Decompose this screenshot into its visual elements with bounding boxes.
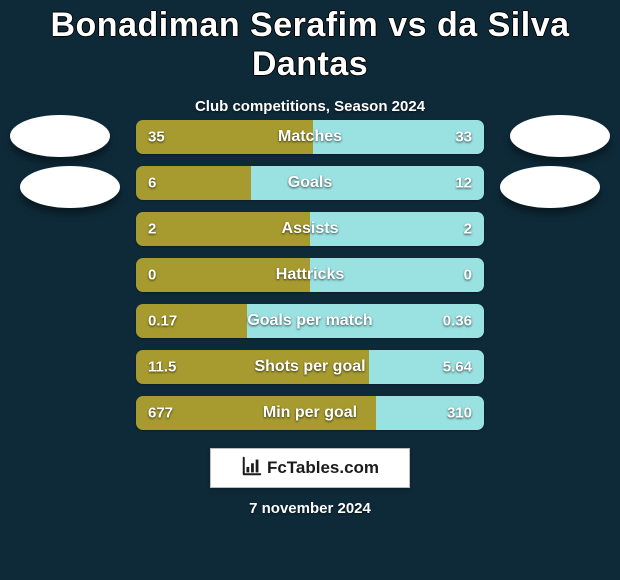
stat-left-value: 677 xyxy=(148,405,173,422)
stat-label: Goals per match xyxy=(247,312,372,330)
player-avatar-right-2 xyxy=(500,166,600,208)
stat-right-value: 310 xyxy=(447,405,472,422)
stat-left-value: 0 xyxy=(148,267,156,284)
stat-right-value: 0.36 xyxy=(443,313,472,330)
player-avatar-right-1 xyxy=(510,115,610,157)
stat-left-value: 11.5 xyxy=(148,359,176,376)
stat-row: 0 0 Hattricks xyxy=(136,258,484,292)
stat-left-value: 35 xyxy=(148,129,165,146)
stat-label: Goals xyxy=(288,174,332,192)
stat-row: 11.5 5.64 Shots per goal xyxy=(136,350,484,384)
fctables-logo: FcTables.com xyxy=(210,448,410,488)
stat-left-value: 2 xyxy=(148,221,156,238)
stat-row: 0.17 0.36 Goals per match xyxy=(136,304,484,338)
chart-icon xyxy=(241,455,263,482)
stat-right-value: 12 xyxy=(455,175,472,192)
stat-right-value: 2 xyxy=(464,221,472,238)
stat-right-value: 0 xyxy=(464,267,472,284)
stat-right-fill xyxy=(251,166,484,200)
footer-date: 7 november 2024 xyxy=(249,500,371,517)
stats-bars: 3533Matches612Goals22Assists00Hattricks0… xyxy=(136,120,484,442)
stat-label: Shots per goal xyxy=(254,358,365,376)
stat-row: 35 33 Matches xyxy=(136,120,484,154)
stat-right-value: 33 xyxy=(455,129,472,146)
stat-label: Assists xyxy=(282,220,339,238)
stat-row: 2 2 Assists xyxy=(136,212,484,246)
stat-row: 6 12 Goals xyxy=(136,166,484,200)
comparison-infographic: Bonadiman Serafim vs da Silva Dantas Clu… xyxy=(0,0,620,580)
logo-text: FcTables.com xyxy=(267,458,379,478)
stat-label: Matches xyxy=(278,128,342,146)
stat-left-value: 6 xyxy=(148,175,156,192)
stat-left-value: 0.17 xyxy=(148,313,177,330)
player-avatar-left-1 xyxy=(10,115,110,157)
stat-label: Min per goal xyxy=(263,404,357,422)
player-avatar-left-2 xyxy=(20,166,120,208)
subtitle: Club competitions, Season 2024 xyxy=(0,98,620,115)
stat-right-value: 5.64 xyxy=(443,359,472,376)
stat-label: Hattricks xyxy=(276,266,344,284)
stat-row: 677 310 Min per goal xyxy=(136,396,484,430)
page-title: Bonadiman Serafim vs da Silva Dantas xyxy=(0,6,620,84)
